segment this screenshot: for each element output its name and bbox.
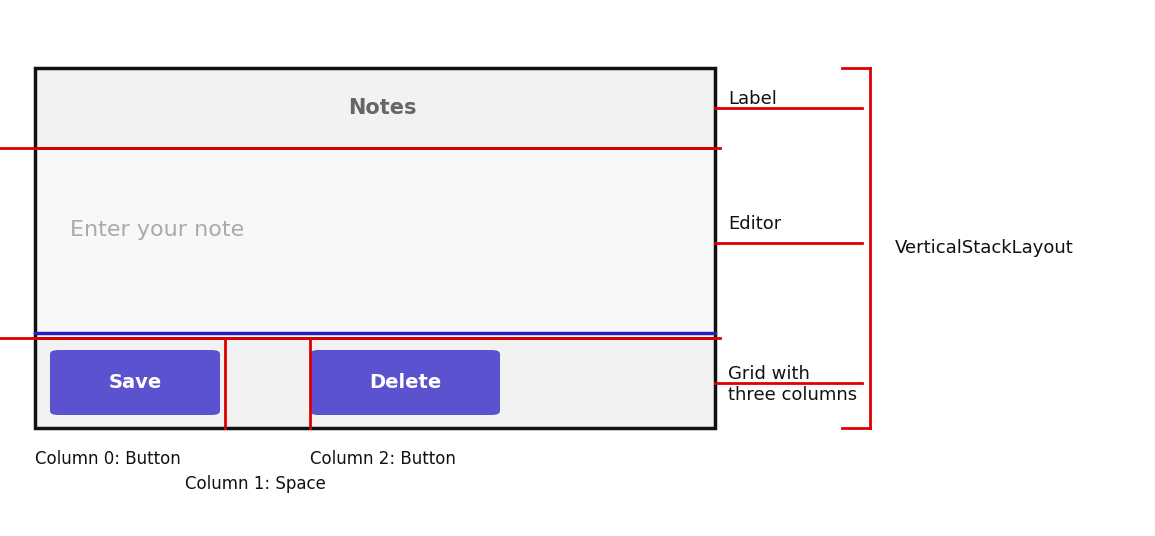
FancyBboxPatch shape (310, 350, 500, 415)
Text: Column 1: Space: Column 1: Space (185, 475, 326, 493)
Text: Editor: Editor (728, 215, 781, 233)
Bar (35, 68, 715, 428)
Text: Label: Label (728, 90, 777, 108)
Bar (35, 148, 715, 338)
FancyBboxPatch shape (50, 350, 219, 415)
Text: Notes: Notes (348, 98, 416, 118)
Text: Delete: Delete (368, 373, 441, 391)
Text: Enter your note: Enter your note (70, 220, 244, 240)
Bar (35, 68, 715, 148)
Text: Column 0: Button: Column 0: Button (35, 450, 180, 468)
Text: VerticalStackLayout: VerticalStackLayout (895, 239, 1074, 257)
Text: Save: Save (109, 373, 162, 391)
Text: Column 2: Button: Column 2: Button (310, 450, 456, 468)
Text: Grid with
three columns: Grid with three columns (728, 365, 857, 404)
Bar (35, 338, 715, 428)
